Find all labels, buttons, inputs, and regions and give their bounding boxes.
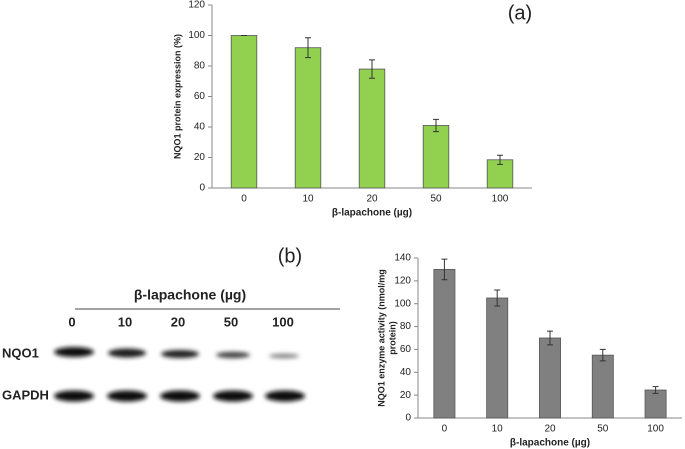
y-tick-label: 120: [188, 0, 205, 11]
panel-label: (a): [508, 2, 532, 24]
y-tick-label: 0: [199, 183, 205, 194]
y-tick-label: 100: [188, 30, 205, 41]
y-tick-label: 100: [394, 298, 411, 309]
y-tick-label: 140: [394, 253, 411, 264]
band: [216, 351, 250, 359]
y-tick-label: 20: [194, 152, 206, 163]
y-axis-label: protein): [387, 321, 397, 355]
error-bar: [547, 330, 553, 346]
y-tick-label: 40: [194, 122, 206, 133]
x-tick-label: 50: [430, 194, 442, 205]
x-tick-label: 10: [492, 424, 504, 435]
band: [54, 347, 94, 357]
bar: [644, 389, 667, 419]
band: [160, 390, 200, 402]
x-tick-label: 50: [597, 424, 609, 435]
band: [213, 390, 253, 402]
error-bar: [441, 258, 448, 281]
band: [107, 390, 147, 402]
lane-label: 100: [272, 314, 294, 329]
lane-label: 10: [118, 314, 132, 329]
bar: [486, 159, 514, 189]
y-tick-label: 80: [194, 61, 206, 72]
y-tick-label: 0: [405, 413, 411, 424]
band: [265, 390, 305, 402]
bar: [358, 68, 386, 189]
y-axis-label: NQO1 protein expression (%): [172, 34, 182, 159]
y-tick-label: 60: [400, 344, 412, 355]
row-label: NQO1: [2, 345, 39, 360]
error-bar: [652, 386, 659, 394]
row-label: GAPDH: [2, 387, 49, 402]
lane-label: 0: [68, 314, 75, 329]
band: [269, 353, 299, 359]
x-tick-label: 20: [544, 424, 556, 435]
blot-bands: [54, 347, 305, 402]
y-tick-label: 20: [400, 390, 412, 401]
blot-treatment: β-lapachone (µg): [134, 287, 246, 303]
bar: [591, 354, 614, 419]
lane-label: 20: [171, 314, 185, 329]
bar: [422, 125, 450, 189]
error-bar: [497, 154, 503, 165]
y-tick-label: 120: [394, 275, 411, 286]
x-tick-label: 0: [241, 194, 247, 205]
bar: [433, 269, 456, 419]
error-bar: [494, 289, 501, 307]
error-bar: [433, 118, 439, 133]
error-bar: [369, 59, 375, 79]
x-tick-label: 100: [647, 424, 664, 435]
x-tick-label: 100: [492, 194, 509, 205]
band: [108, 348, 146, 358]
error-bar: [599, 348, 606, 362]
bar: [539, 337, 561, 419]
x-axis-label: β-lapachone (µg): [510, 438, 590, 449]
bar: [230, 35, 258, 189]
bar: [294, 47, 322, 189]
y-tick-label: 40: [400, 367, 412, 378]
x-axis-label: β-lapachone (µg): [332, 208, 412, 219]
error-bar: [305, 37, 311, 59]
x-tick-label: 10: [302, 194, 314, 205]
y-tick-label: 60: [194, 91, 206, 102]
y-tick-label: 80: [400, 321, 412, 332]
x-tick-label: 0: [442, 424, 448, 435]
x-tick-label: 20: [366, 194, 378, 205]
band: [161, 350, 199, 358]
panel-label: (b): [278, 245, 302, 267]
lane-label: 50: [224, 314, 238, 329]
band: [54, 390, 94, 402]
y-axis-label: NQO1 enzyme activity (nmol/mg: [376, 269, 386, 407]
bar: [486, 297, 509, 419]
